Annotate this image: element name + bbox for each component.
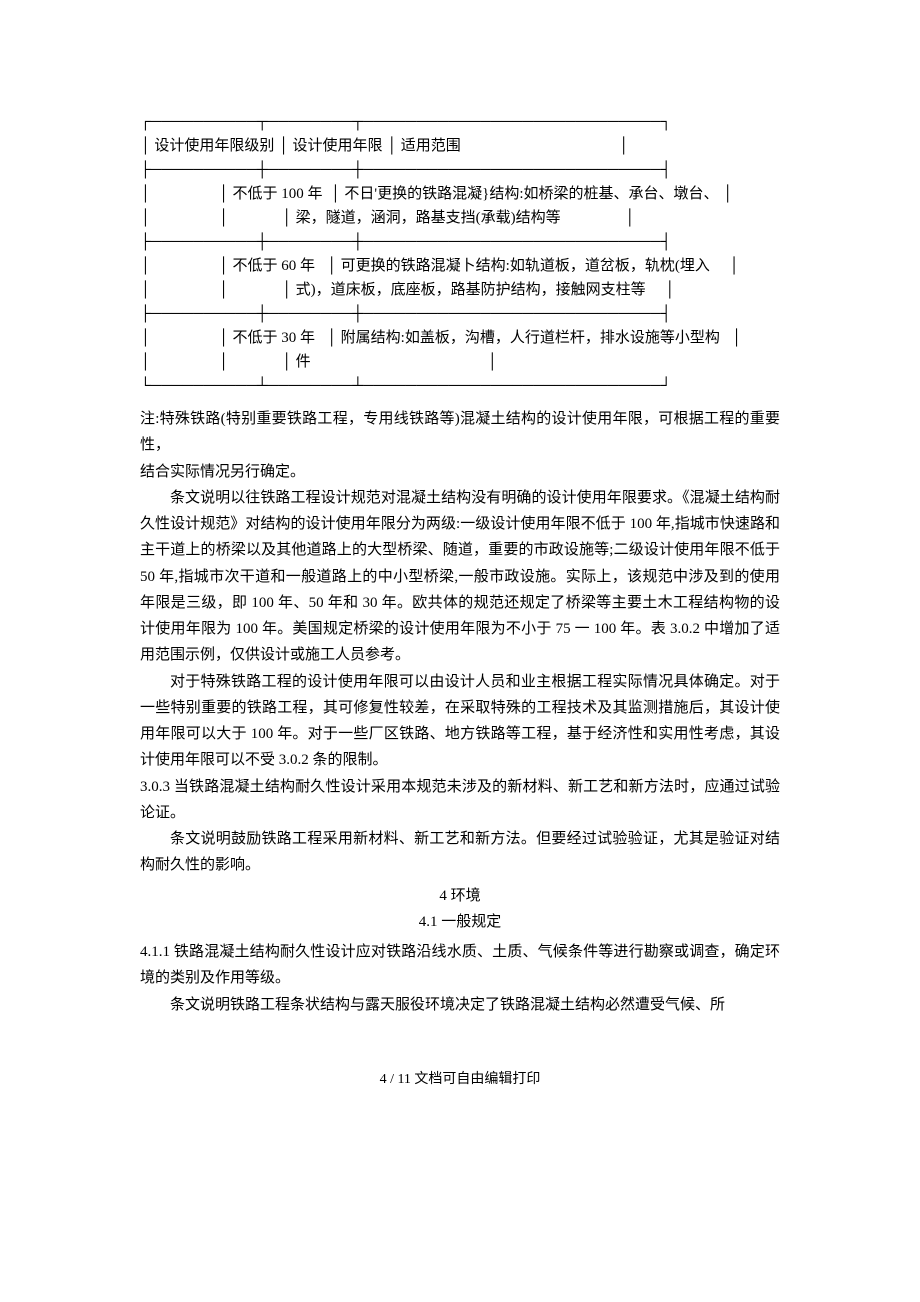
- clause-3-0-3: 3.0.3 当铁路混凝土结构耐久性设计采用本规范未涉及的新材料、新工艺和新方法时…: [140, 774, 780, 827]
- commentary-1: 条文说明以往铁路工程设计规范对混凝土结构没有明确的设计使用年限要求。《混凝土结构…: [140, 485, 780, 669]
- table-note-1: 注:特殊铁路(特别重要铁路工程，专用线铁路等)混凝土结构的设计使用年限，可根据工…: [140, 406, 780, 459]
- document-page: ┌──────────┬────────┬───────────────────…: [0, 0, 920, 1302]
- page-footer: 4 / 11 文档可自由编辑打印: [140, 1068, 780, 1093]
- commentary-3: 条文说明鼓励铁路工程采用新材料、新工艺和新方法。但要经过试验验证，尤其是验证对结…: [140, 826, 780, 879]
- th-life: 设计使用年限: [293, 138, 383, 154]
- commentary-4: 条文说明铁路工程条状结构与露天服役环境决定了铁路混凝土结构必然遭受气候、所: [140, 992, 780, 1018]
- row2-scope-b: 式)，道床板，底座板，路基防护结构，接触网支柱等: [296, 282, 646, 298]
- row1-scope-a: 不日'更换的铁路混凝}结构:如桥梁的桩基、承台、墩台、: [344, 186, 718, 202]
- table-note-2: 结合实际情况另行确定。: [140, 459, 780, 485]
- row3-scope-b: 件: [296, 354, 311, 370]
- row1-scope-b: 梁，隧道，涵洞，路基支挡(承载)结构等: [296, 210, 561, 226]
- row3-life: 不低于 30 年: [233, 330, 316, 346]
- section-4-title: 4 环境: [140, 883, 780, 909]
- th-level: 设计使用年限级别: [154, 138, 274, 154]
- row1-life: 不低于 100 年: [233, 186, 323, 202]
- th-scope: 适用范围: [401, 138, 461, 154]
- section-4-1-title: 4.1 一般规定: [140, 909, 780, 935]
- design-life-table: ┌──────────┬────────┬───────────────────…: [140, 110, 780, 398]
- row3-scope-a: 附属结构:如盖板，沟槽，人行道栏杆，排水设施等小型构: [341, 330, 720, 346]
- commentary-2: 对于特殊铁路工程的设计使用年限可以由设计人员和业主根据工程实际情况具体确定。对于…: [140, 669, 780, 774]
- row2-scope-a: 可更换的铁路混凝卜结构:如轨道板，道岔板，轨枕(埋入: [341, 258, 710, 274]
- clause-4-1-1: 4.1.1 铁路混凝土结构耐久性设计应对铁路沿线水质、土质、气候条件等进行勘察或…: [140, 939, 780, 992]
- row2-life: 不低于 60 年: [233, 258, 316, 274]
